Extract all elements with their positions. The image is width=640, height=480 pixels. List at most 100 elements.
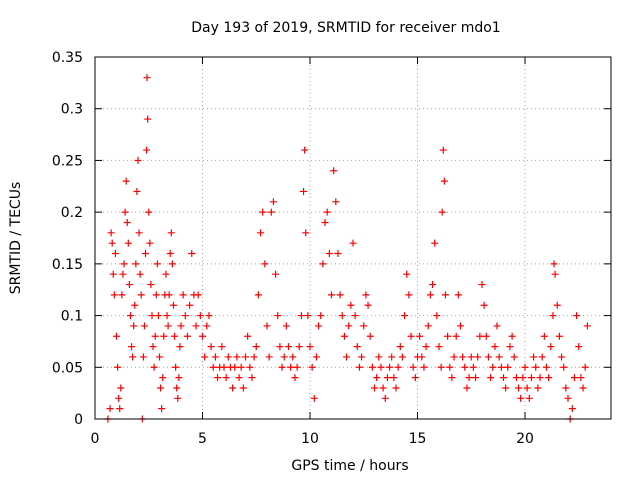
data-point bbox=[160, 332, 168, 340]
chart-title: Day 193 of 2019, SRMTID for receiver mdo… bbox=[191, 20, 500, 36]
data-point bbox=[340, 332, 348, 340]
data-point bbox=[300, 187, 308, 195]
data-point bbox=[459, 353, 467, 361]
data-point bbox=[149, 343, 157, 351]
data-point bbox=[336, 291, 344, 299]
data-point bbox=[448, 374, 456, 382]
data-point bbox=[411, 374, 419, 382]
data-point bbox=[403, 270, 411, 278]
data-point bbox=[386, 363, 394, 371]
data-point bbox=[248, 374, 256, 382]
x-tick-label: 15 bbox=[409, 431, 427, 447]
data-point bbox=[250, 353, 258, 361]
data-point bbox=[115, 394, 123, 402]
data-point bbox=[209, 363, 217, 371]
y-tick-label: 0.1 bbox=[61, 309, 83, 325]
data-point bbox=[517, 394, 525, 402]
data-point bbox=[131, 301, 139, 309]
data-point bbox=[282, 322, 290, 330]
data-point bbox=[168, 260, 176, 268]
x-tick-label: 5 bbox=[198, 431, 207, 447]
data-point bbox=[429, 281, 437, 289]
data-point bbox=[532, 363, 540, 371]
data-point bbox=[280, 353, 288, 361]
data-point bbox=[174, 394, 182, 402]
data-point bbox=[467, 353, 475, 361]
data-point bbox=[287, 363, 295, 371]
data-point bbox=[171, 332, 179, 340]
data-point bbox=[118, 291, 126, 299]
data-point bbox=[143, 74, 151, 82]
data-point bbox=[551, 270, 559, 278]
data-point bbox=[441, 291, 449, 299]
data-point bbox=[125, 281, 133, 289]
data-point bbox=[144, 115, 152, 123]
data-point bbox=[364, 301, 372, 309]
data-point bbox=[347, 301, 355, 309]
data-point bbox=[338, 312, 346, 320]
data-point bbox=[450, 353, 458, 361]
data-point bbox=[301, 146, 309, 154]
data-point bbox=[371, 384, 378, 392]
data-point bbox=[388, 353, 396, 361]
data-point bbox=[237, 363, 245, 371]
x-axis-label: GPS time / hours bbox=[291, 458, 408, 474]
data-point bbox=[267, 208, 275, 216]
data-point bbox=[416, 332, 424, 340]
data-point bbox=[211, 353, 219, 361]
x-tick-label: 20 bbox=[516, 431, 534, 447]
data-point bbox=[295, 343, 303, 351]
data-point bbox=[162, 270, 170, 278]
data-point bbox=[472, 374, 480, 382]
data-point bbox=[375, 353, 383, 361]
data-point bbox=[317, 312, 325, 320]
data-point bbox=[366, 332, 374, 340]
data-point bbox=[235, 374, 243, 382]
data-point bbox=[482, 332, 490, 340]
data-point bbox=[222, 374, 230, 382]
data-point bbox=[543, 363, 550, 371]
data-point bbox=[108, 239, 116, 247]
data-point bbox=[166, 250, 174, 258]
data-point bbox=[555, 332, 563, 340]
data-point bbox=[521, 363, 529, 371]
data-point bbox=[136, 270, 144, 278]
data-point bbox=[558, 353, 566, 361]
data-point bbox=[140, 322, 148, 330]
y-tick-label: 0.35 bbox=[52, 50, 83, 66]
data-point bbox=[151, 332, 159, 340]
data-point bbox=[355, 363, 363, 371]
data-point bbox=[107, 229, 115, 237]
data-point bbox=[454, 291, 462, 299]
data-point bbox=[536, 374, 544, 382]
data-point bbox=[504, 363, 512, 371]
y-tick-labels: 0 0.05 0.1 0.15 0.2 0.25 0.3 0.35 bbox=[52, 50, 83, 428]
data-point bbox=[119, 270, 127, 278]
data-point bbox=[175, 374, 183, 382]
data-point bbox=[545, 374, 553, 382]
data-point bbox=[405, 291, 413, 299]
data-point bbox=[132, 260, 140, 268]
data-point bbox=[156, 353, 163, 361]
data-point bbox=[239, 384, 247, 392]
data-point bbox=[431, 239, 439, 247]
data-point bbox=[172, 363, 180, 371]
data-point bbox=[489, 363, 497, 371]
data-point bbox=[491, 343, 499, 351]
data-point bbox=[325, 250, 333, 258]
data-point bbox=[562, 384, 570, 392]
y-tick-label: 0.25 bbox=[52, 153, 83, 169]
data-point bbox=[510, 353, 518, 361]
data-point bbox=[527, 374, 535, 382]
data-point bbox=[312, 353, 320, 361]
data-point bbox=[446, 363, 454, 371]
data-point bbox=[323, 208, 331, 216]
data-point bbox=[265, 353, 273, 361]
data-point bbox=[373, 374, 381, 382]
data-point bbox=[126, 312, 134, 320]
data-point bbox=[530, 353, 538, 361]
data-point bbox=[218, 343, 226, 351]
data-point bbox=[154, 312, 162, 320]
data-point bbox=[157, 384, 165, 392]
